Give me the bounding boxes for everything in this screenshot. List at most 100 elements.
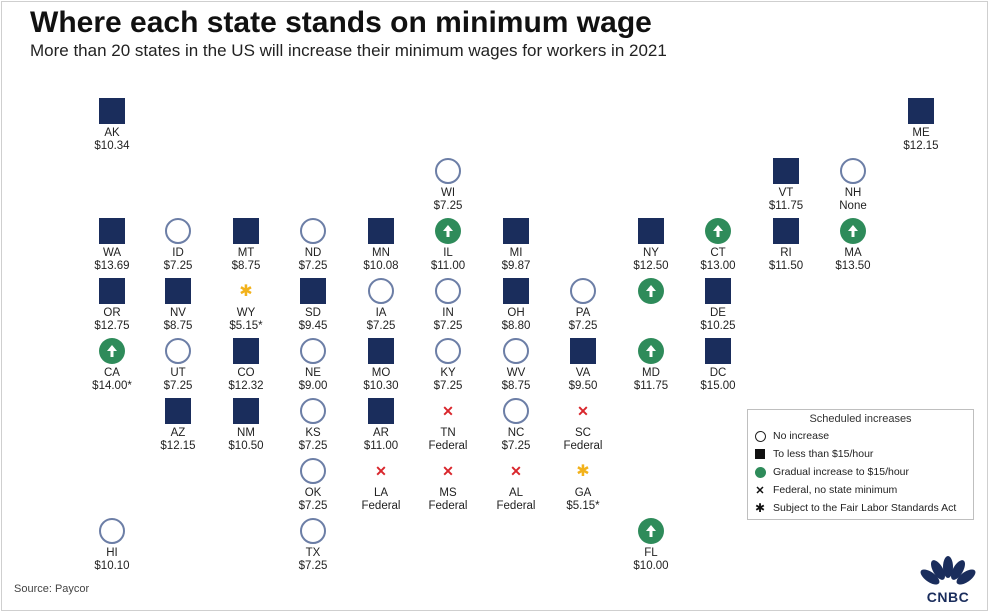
state-code: AK (104, 127, 120, 139)
legend-item-federal: Federal, no state minimum (753, 483, 897, 497)
circle-icon (99, 518, 125, 544)
state-code: AZ (170, 427, 186, 439)
state-wage: $9.87 (501, 260, 531, 272)
state-tile-or: OR $12.75 (77, 278, 147, 338)
page-subtitle: More than 20 states in the US will incre… (30, 41, 667, 60)
source-note: Source: Paycor (14, 583, 90, 595)
state-wage: $13.50 (835, 260, 871, 272)
square-icon (368, 338, 394, 364)
state-code: KY (440, 367, 456, 379)
asterisk-icon (233, 278, 259, 304)
state-code: MO (371, 367, 391, 379)
square-icon (368, 398, 394, 424)
circle-icon (570, 278, 596, 304)
state-wage: Federal (428, 500, 468, 512)
state-tile-wy: WY$5.15* (211, 278, 281, 338)
circle-icon (503, 338, 529, 364)
state-tile-me: ME $12.15 (886, 98, 956, 158)
state-code: WY (236, 307, 256, 319)
x-mark-icon (435, 458, 461, 484)
state-tile-ks: KS $7.25 (278, 398, 348, 458)
legend-label: Federal, no state minimum (773, 484, 898, 496)
square-icon (233, 398, 259, 424)
state-code: WV (506, 367, 526, 379)
state-wage: $5.15* (566, 500, 600, 512)
state-wage: $7.25 (298, 260, 328, 272)
state-wage: $11.75 (768, 200, 804, 212)
circle-icon (435, 278, 461, 304)
legend-label: To less than $15/hour (773, 448, 874, 460)
state-code: WI (440, 187, 456, 199)
state-code: FL (644, 547, 658, 559)
state-wage: Federal (428, 440, 468, 452)
x-mark-icon (570, 398, 596, 424)
legend-item-under-15: To less than $15/hour (753, 447, 873, 461)
state-tile-wa: WA $13.69 (77, 218, 147, 278)
state-tile-il: IL $11.00 (413, 218, 483, 278)
state-tile-mt: MT $8.75 (211, 218, 281, 278)
state-wage: $7.25 (298, 500, 328, 512)
state-code: AL (508, 487, 524, 499)
circle-icon (754, 430, 766, 442)
state-code: CT (710, 247, 726, 259)
arrow-up-circle-icon (638, 278, 664, 304)
state-code: HI (106, 547, 118, 559)
state-wage: $9.00 (298, 380, 328, 392)
state-wage: $12.75 (94, 320, 130, 332)
square-icon (503, 218, 529, 244)
square-icon (755, 449, 765, 459)
state-wage: $10.50 (228, 440, 264, 452)
state-wage: $8.80 (501, 320, 531, 332)
page-title: Where each state stands on minimum wage (30, 6, 652, 39)
state-wage: None (839, 200, 867, 212)
circle-icon (300, 518, 326, 544)
state-wage: $9.45 (298, 320, 328, 332)
state-wage: $10.00 (633, 560, 669, 572)
square-icon (705, 278, 731, 304)
state-wage: Federal (563, 440, 603, 452)
state-tile-dc: DC $15.00 (683, 338, 753, 398)
circle-icon (503, 398, 529, 424)
state-tile-sd: SD $9.45 (278, 278, 348, 338)
state-code: MN (372, 247, 390, 259)
state-wage: $7.25 (366, 320, 396, 332)
circle-icon (368, 278, 394, 304)
state-code: SD (305, 307, 321, 319)
state-wage: $7.25 (433, 320, 463, 332)
state-code: IN (442, 307, 454, 319)
square-icon (99, 218, 125, 244)
state-code: GA (574, 487, 592, 499)
state-code: DE (710, 307, 726, 319)
state-tile-ia: IA $7.25 (346, 278, 416, 338)
state-code: NH (844, 187, 862, 199)
state-code: WA (102, 247, 122, 259)
circle-icon (300, 218, 326, 244)
state-code: LA (373, 487, 389, 499)
circle-icon (300, 338, 326, 364)
asterisk-icon (753, 501, 767, 515)
legend: Scheduled increases No increase To less … (747, 409, 974, 520)
square-icon (233, 218, 259, 244)
state-code: VA (575, 367, 591, 379)
state-code: KS (305, 427, 321, 439)
state-code: NM (237, 427, 255, 439)
x-mark-icon (503, 458, 529, 484)
state-wage: $8.75 (501, 380, 531, 392)
state-wage: $10.34 (94, 140, 130, 152)
state-code: IL (443, 247, 453, 259)
state-tile-ne: NE $9.00 (278, 338, 348, 398)
state-tile-mi: MI $9.87 (481, 218, 551, 278)
logo-text: CNBC (926, 589, 970, 605)
state-tile-va: VA $9.50 (548, 338, 618, 398)
state-wage: $13.00 (700, 260, 736, 272)
peacock-icon (920, 556, 976, 585)
state-wage: $15.00 (700, 380, 736, 392)
state-code: ID (172, 247, 184, 259)
asterisk-icon (570, 458, 596, 484)
state-tile-ak: AK $10.34 (77, 98, 147, 158)
state-tile-ga: GA$5.15* (548, 458, 618, 518)
